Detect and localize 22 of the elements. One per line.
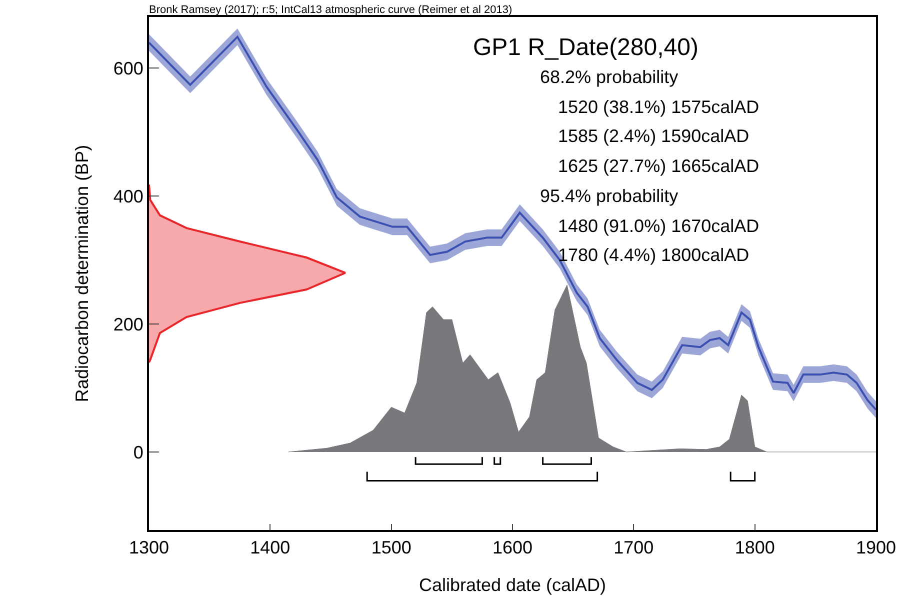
x-tick-label: 1700 [614, 538, 654, 558]
annotation: 1585 (2.4%) 1590calAD [558, 126, 750, 146]
x-tick-label: 1300 [128, 538, 170, 558]
text: GP1 R_Date(280,40) [473, 34, 698, 61]
x-axis-title: Calibrated date (calAD) [418, 575, 606, 596]
annotation: 1780 (4.4%) 1800calAD [558, 245, 750, 265]
x-tick-label: 1800 [734, 538, 775, 558]
x-tick-label: 1500 [371, 538, 412, 558]
annotation: 1520 (38.1%) 1575calAD [558, 97, 760, 117]
y-tick-label: 600 [113, 58, 144, 78]
chart-title: Bronk Ramsey (2017); r:5; IntCal13 atmospheric curve (Reimer et al 2013) [149, 4, 512, 16]
y-axis-title: Radiocarbon determination (BP) [72, 144, 92, 402]
y-tick-label: 400 [113, 186, 144, 206]
x-tick-label: 1400 [250, 538, 290, 558]
annotation: 1625 (27.7%) 1665calAD [558, 156, 760, 176]
y-tick-label: 200 [113, 314, 144, 334]
annotation: 1480 (91.0%) 1670calAD [558, 216, 760, 236]
x-tick-label: 1600 [492, 538, 533, 558]
x-tick-label: 1900 [856, 538, 896, 558]
annotation: 95.4% probability [540, 186, 678, 206]
annotation: 68.2% probability [540, 67, 678, 87]
y-tick-label: 0 [133, 442, 144, 462]
